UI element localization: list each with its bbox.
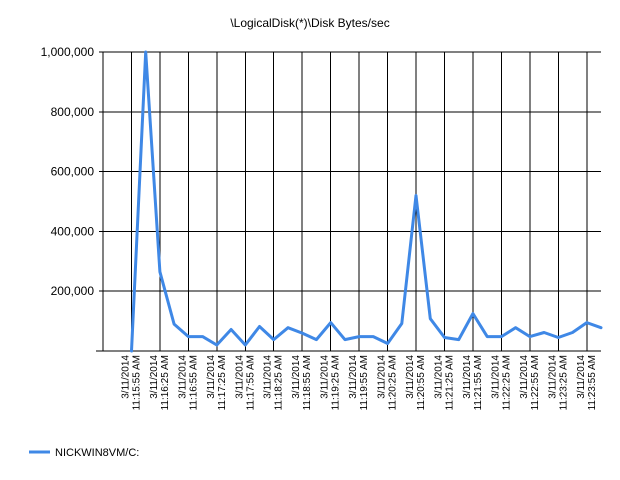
- x-tick-label-date: 3/11/2014: [490, 355, 501, 399]
- y-tick-label: 800,000: [51, 105, 95, 119]
- x-tick-label-date: 3/11/2014: [149, 355, 160, 399]
- x-tick-label-time: 11:23:25 AM: [558, 355, 569, 410]
- chart-title: \LogicalDisk(*)\Disk Bytes/sec: [230, 16, 389, 30]
- x-tick-label-date: 3/11/2014: [433, 355, 444, 399]
- x-tick-label: 3/11/2014 11:20:25 AM: [377, 355, 399, 411]
- x-tick-label: 3/11/2014 11:22:25 AM: [490, 355, 512, 411]
- x-tick-label-date: 3/11/2014: [177, 355, 188, 399]
- x-tick-label: 3/11/2014 11:18:55 AM: [291, 355, 313, 411]
- x-tick-label: 3/11/2014 11:22:55 AM: [519, 355, 541, 411]
- x-tick-label-time: 11:18:55 AM: [302, 355, 313, 410]
- y-tick-label: 600,000: [51, 165, 95, 179]
- x-tick-label-time: 11:22:25 AM: [501, 355, 512, 410]
- x-tick-label: 3/11/2014 11:19:25 AM: [320, 355, 342, 411]
- x-tick-label-date: 3/11/2014: [206, 355, 217, 399]
- x-tick-label-time: 11:21:55 AM: [473, 355, 484, 410]
- x-tick-label-date: 3/11/2014: [377, 355, 388, 399]
- x-tick-label: 3/11/2014 11:16:55 AM: [177, 355, 199, 411]
- x-tick-label-date: 3/11/2014: [576, 355, 587, 399]
- y-axis-ticks: 200,000 400,000 600,000 800,000 1,000,000: [41, 45, 95, 298]
- x-tick-label-date: 3/11/2014: [263, 355, 274, 399]
- x-tick-label-date: 3/11/2014: [462, 355, 473, 399]
- legend: NICKWIN8VM/C:: [29, 447, 139, 459]
- x-tick-label: 3/11/2014 11:19:55 AM: [348, 355, 370, 411]
- y-tick-label: 1,000,000: [41, 45, 95, 59]
- legend-label: NICKWIN8VM/C:: [55, 447, 139, 459]
- x-tick-label: 3/11/2014 11:17:25 AM: [206, 355, 228, 411]
- series-line: [130, 50, 603, 353]
- x-tick-label-date: 3/11/2014: [291, 355, 302, 399]
- x-tick-label-time: 11:16:55 AM: [188, 355, 199, 410]
- x-tick-label-time: 11:15:55 AM: [131, 355, 142, 410]
- x-tick-label: 3/11/2014 11:20:55 AM: [405, 355, 427, 411]
- x-tick-label-date: 3/11/2014: [519, 355, 530, 399]
- x-tick-label: 3/11/2014 11:23:25 AM: [547, 355, 569, 411]
- x-tick-label-time: 11:23:55 AM: [587, 355, 598, 410]
- x-tick-label-time: 11:19:25 AM: [331, 355, 342, 410]
- x-tick-label-time: 11:17:25 AM: [217, 355, 228, 410]
- grid: [99, 51, 601, 351]
- x-tick-label: 3/11/2014 11:17:55 AM: [234, 355, 256, 411]
- x-tick-label: 3/11/2014 11:21:25 AM: [433, 355, 455, 411]
- y-tick-label: 400,000: [51, 224, 95, 238]
- x-tick-label-time: 11:18:25 AM: [274, 355, 285, 410]
- x-tick-label-date: 3/11/2014: [405, 355, 416, 399]
- x-tick-label: 3/11/2014 11:21:55 AM: [462, 355, 484, 411]
- x-tick-label: 3/11/2014 11:18:25 AM: [263, 355, 285, 411]
- x-axis-ticks: 3/11/2014 11:15:55 AM 3/11/2014 11:16:25 AM…: [120, 355, 597, 411]
- y-tick-label: 200,000: [51, 284, 95, 298]
- x-tick-label-date: 3/11/2014: [547, 355, 558, 399]
- x-tick-label: 3/11/2014 11:16:25 AM: [149, 355, 171, 411]
- x-tick-label-time: 11:16:25 AM: [160, 355, 171, 410]
- x-tick-label-date: 3/11/2014: [234, 355, 245, 399]
- x-tick-label-time: 11:19:55 AM: [359, 355, 370, 410]
- x-tick-label-time: 11:22:55 AM: [530, 355, 541, 410]
- x-tick-label-date: 3/11/2014: [320, 355, 331, 399]
- axes: [96, 52, 601, 352]
- series-layer: [130, 50, 603, 353]
- x-tick-label-time: 11:17:55 AM: [245, 355, 256, 410]
- x-tick-label: 3/11/2014 11:15:55 AM: [120, 355, 142, 411]
- x-tick-label-time: 11:20:25 AM: [388, 355, 399, 410]
- x-tick-label-time: 11:21:25 AM: [444, 355, 455, 410]
- x-tick-label-date: 3/11/2014: [120, 355, 131, 399]
- x-tick-label-time: 11:20:55 AM: [416, 355, 427, 410]
- x-tick-label-date: 3/11/2014: [348, 355, 359, 399]
- x-tick-label: 3/11/2014 11:23:55 AM: [576, 355, 598, 411]
